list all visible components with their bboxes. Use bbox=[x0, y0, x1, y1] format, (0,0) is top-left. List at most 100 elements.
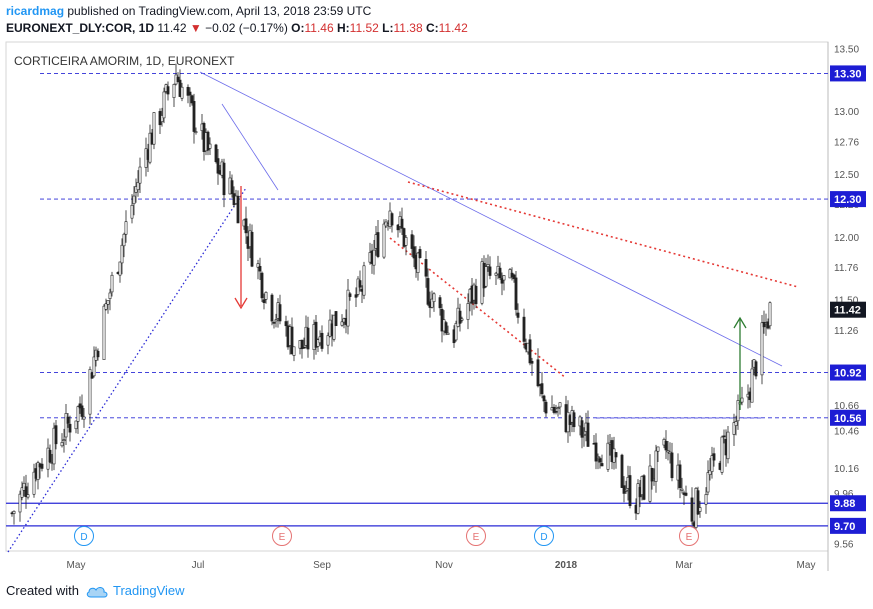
candle bbox=[124, 210, 128, 243]
last-price-bg bbox=[830, 301, 866, 318]
candle bbox=[326, 332, 330, 355]
candle-body bbox=[404, 237, 408, 246]
candle bbox=[430, 290, 434, 309]
candle-body bbox=[680, 488, 684, 491]
candle bbox=[332, 314, 336, 342]
candle-body bbox=[76, 406, 80, 422]
candle bbox=[236, 190, 240, 224]
candle bbox=[76, 405, 80, 434]
event-letter: D bbox=[80, 532, 87, 543]
footer: Created with TradingView bbox=[6, 583, 185, 598]
open-value: 11.46 bbox=[304, 21, 334, 35]
down-arrow-icon bbox=[234, 297, 248, 310]
candle bbox=[302, 337, 306, 349]
candle-body bbox=[250, 231, 254, 267]
candle-body bbox=[190, 95, 194, 104]
candle-body bbox=[628, 475, 632, 506]
candle-body bbox=[704, 494, 708, 505]
candle bbox=[230, 174, 234, 198]
candle bbox=[416, 251, 420, 281]
candle-body bbox=[512, 274, 516, 280]
candle-body bbox=[664, 440, 668, 451]
candle-body bbox=[372, 249, 376, 266]
candle bbox=[104, 298, 108, 311]
candle-body bbox=[466, 303, 470, 320]
candle-body bbox=[120, 244, 124, 264]
candle-body bbox=[458, 310, 462, 324]
time-tick-label: Sep bbox=[313, 560, 331, 571]
candle bbox=[544, 399, 548, 418]
candle bbox=[18, 490, 22, 522]
time-tick-label: Mar bbox=[675, 560, 693, 571]
candle bbox=[26, 482, 30, 500]
candle-body bbox=[438, 297, 442, 309]
candle-body bbox=[166, 86, 170, 95]
candle-body bbox=[396, 224, 400, 231]
event-letter: E bbox=[686, 532, 693, 543]
candle bbox=[740, 386, 744, 406]
symbol-name[interactable]: EURONEXT_DLY:COR, 1D bbox=[6, 21, 155, 35]
candle-body bbox=[684, 492, 688, 496]
candle-body bbox=[48, 449, 52, 463]
candle bbox=[270, 293, 274, 326]
candle bbox=[222, 158, 226, 208]
candle-body bbox=[290, 326, 294, 355]
candle bbox=[572, 409, 576, 433]
candle bbox=[358, 270, 362, 292]
brand-name[interactable]: TradingView bbox=[112, 583, 185, 598]
candle-body bbox=[272, 322, 276, 324]
candle-body bbox=[172, 84, 176, 98]
candle-body bbox=[180, 86, 184, 99]
cloud-icon bbox=[86, 586, 108, 597]
candle bbox=[292, 346, 296, 362]
candle-body bbox=[40, 463, 44, 469]
candle-body bbox=[60, 442, 64, 447]
price-tick-label: 11.26 bbox=[834, 326, 859, 337]
event-letter: E bbox=[473, 532, 480, 543]
candle-body bbox=[62, 439, 66, 441]
candle-body bbox=[12, 510, 16, 514]
candle-body bbox=[52, 427, 56, 465]
candle bbox=[410, 230, 414, 257]
candle-body bbox=[484, 266, 488, 287]
last-price: 11.42 bbox=[157, 21, 187, 35]
candle-body bbox=[516, 312, 520, 318]
candle bbox=[720, 435, 724, 475]
level-badge: 12.30 bbox=[830, 191, 866, 208]
candle-body bbox=[270, 294, 274, 322]
candle bbox=[648, 454, 652, 504]
candle bbox=[552, 404, 556, 415]
candle-body bbox=[274, 319, 278, 322]
candle bbox=[20, 481, 24, 501]
candle-body bbox=[444, 322, 448, 334]
candle-body bbox=[606, 442, 610, 470]
candle bbox=[162, 87, 166, 124]
candle bbox=[24, 474, 28, 509]
candle-body bbox=[424, 259, 428, 277]
trendlines bbox=[7, 71, 799, 553]
candle-body bbox=[104, 303, 108, 310]
event-circle bbox=[679, 526, 699, 546]
last-price-label: 11.42 bbox=[834, 305, 861, 317]
price-axis[interactable]: 13.5013.0012.7612.5012.2612.0011.7611.50… bbox=[830, 44, 866, 550]
plot-border bbox=[5, 41, 829, 552]
tradingview-logo[interactable]: TradingView bbox=[85, 583, 185, 598]
horizontal-levels bbox=[6, 72, 828, 527]
candle bbox=[706, 460, 710, 496]
candle-body bbox=[498, 267, 502, 279]
candle-body bbox=[82, 416, 86, 420]
candle bbox=[340, 314, 344, 327]
level-badge-label: 10.92 bbox=[834, 368, 862, 380]
author-name[interactable]: ricardmag bbox=[6, 4, 65, 18]
candle-body bbox=[708, 470, 712, 475]
created-with-text: Created with bbox=[6, 583, 79, 598]
candle bbox=[620, 453, 624, 488]
candle-body bbox=[376, 232, 380, 257]
candle-body bbox=[720, 436, 724, 473]
time-axis[interactable]: May Jul Sep Nov 2018 Mar May bbox=[67, 560, 816, 571]
candle bbox=[160, 107, 164, 127]
candle bbox=[396, 224, 400, 238]
candle bbox=[102, 304, 106, 360]
candle-body bbox=[362, 265, 366, 296]
